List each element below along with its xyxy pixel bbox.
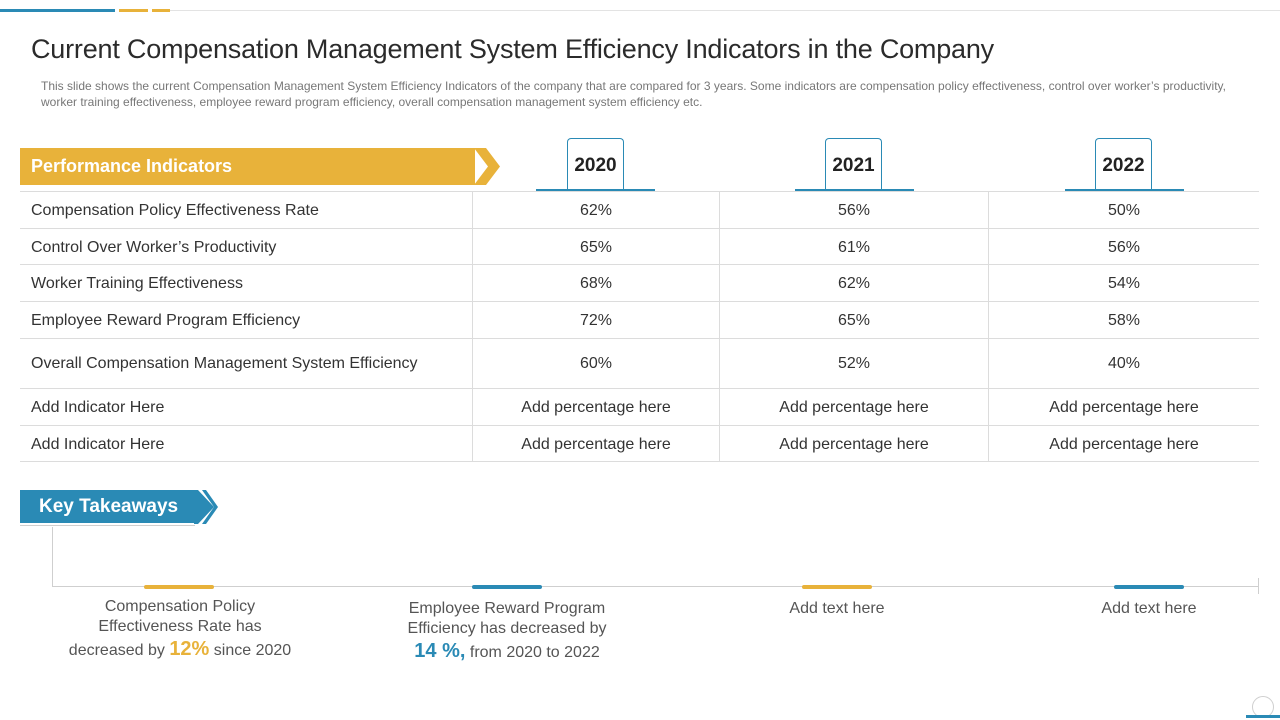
- timeline-marker: [144, 585, 214, 589]
- value-2020: Add percentage here: [521, 436, 671, 453]
- indicator-name: Control Over Worker’s Productivity: [31, 239, 277, 256]
- year-header-2020: 2020: [567, 138, 624, 190]
- corner-accent-bar: [1246, 715, 1280, 718]
- takeaway-text: Add text here: [1101, 600, 1197, 617]
- value-2021: 62%: [837, 275, 871, 292]
- table-divider: [20, 191, 1259, 192]
- value-2021: 56%: [837, 202, 871, 219]
- year-underline-2020: [536, 189, 655, 192]
- table-divider: [20, 338, 1259, 339]
- table-column-divider: [988, 192, 989, 461]
- year-header-2022: 2022: [1095, 138, 1152, 190]
- indicator-name: Overall Compensation Management System E…: [31, 355, 418, 372]
- timeline-marker: [472, 585, 542, 589]
- performance-indicators-header: Performance Indicators: [20, 148, 475, 185]
- indicator-name: Employee Reward Program Efficiency: [31, 312, 301, 329]
- table-divider: [20, 228, 1259, 229]
- takeaway-item: Compensation Policy Effectiveness Rate h…: [40, 597, 320, 661]
- year-underline-2022: [1065, 189, 1184, 192]
- value-2020: 65%: [579, 239, 613, 256]
- page-title: Current Compensation Management System E…: [31, 34, 994, 64]
- indicator-name: Compensation Policy Effectiveness Rate: [31, 202, 319, 219]
- top-accent-bar-yellow-small: [152, 9, 170, 12]
- takeaway-text: from 2020 to 2022: [465, 644, 600, 661]
- table-divider: [20, 301, 1259, 302]
- takeaway-highlight: 12%: [169, 638, 210, 660]
- header-chevron-icon: [474, 148, 500, 185]
- value-2021: 65%: [837, 312, 871, 329]
- takeaway-text: Employee Reward Program: [408, 600, 606, 617]
- page-subtitle: This slide shows the current Compensatio…: [41, 79, 1226, 109]
- takeaways-chevron-icon: [194, 490, 218, 524]
- value-2021: 52%: [837, 355, 871, 372]
- top-accent-bar-blue: [0, 9, 115, 12]
- table-divider: [20, 264, 1259, 265]
- value-2022: 50%: [1107, 202, 1141, 219]
- timeline-end-tick: [1258, 578, 1259, 594]
- value-2022: 54%: [1107, 275, 1141, 292]
- value-2020: 68%: [579, 275, 613, 292]
- takeaway-text: Compensation Policy: [104, 598, 256, 615]
- indicator-name: Worker Training Effectiveness: [31, 275, 243, 292]
- value-2020: Add percentage here: [521, 399, 671, 416]
- takeaway-text: Efficiency has decreased by: [407, 620, 607, 637]
- value-2020: 62%: [579, 202, 613, 219]
- takeaway-text: Add text here: [789, 600, 885, 617]
- top-divider: [170, 10, 1280, 11]
- table-divider: [20, 388, 1259, 389]
- top-accent-bar-yellow: [119, 9, 148, 12]
- indicator-name: Add Indicator Here: [31, 436, 165, 453]
- value-2022: 58%: [1107, 312, 1141, 329]
- takeaway-item: Employee Reward Program Efficiency has d…: [367, 599, 647, 663]
- takeaway-text: Effectiveness Rate has: [98, 618, 262, 635]
- takeaway-item: Add text here: [1029, 599, 1269, 619]
- table-column-divider: [719, 192, 720, 461]
- value-2020: 72%: [579, 312, 613, 329]
- value-2022: Add percentage here: [1049, 399, 1199, 416]
- timeline-vertical-line: [52, 527, 53, 586]
- value-2021: 61%: [837, 239, 871, 256]
- value-2022: 40%: [1107, 355, 1141, 372]
- value-2021: Add percentage here: [779, 436, 929, 453]
- value-2020: 60%: [579, 355, 613, 372]
- takeaway-highlight: 14 %,: [414, 640, 466, 662]
- key-takeaways-header: Key Takeaways: [20, 490, 198, 523]
- value-2022: Add percentage here: [1049, 436, 1199, 453]
- table-divider: [20, 461, 1259, 462]
- timeline-marker: [1114, 585, 1184, 589]
- takeaway-text: since 2020: [209, 642, 292, 659]
- year-header-2021: 2021: [825, 138, 882, 190]
- takeaway-item: Add text here: [717, 599, 957, 619]
- timeline-marker: [802, 585, 872, 589]
- table-column-divider: [472, 192, 473, 461]
- indicator-name: Add Indicator Here: [31, 399, 165, 416]
- takeaway-text: decreased by: [68, 642, 170, 659]
- value-2021: Add percentage here: [779, 399, 929, 416]
- timeline-line: [52, 586, 1259, 587]
- value-2022: 56%: [1107, 239, 1141, 256]
- takeaways-underline: [20, 525, 195, 526]
- year-underline-2021: [795, 189, 914, 192]
- table-divider: [20, 425, 1259, 426]
